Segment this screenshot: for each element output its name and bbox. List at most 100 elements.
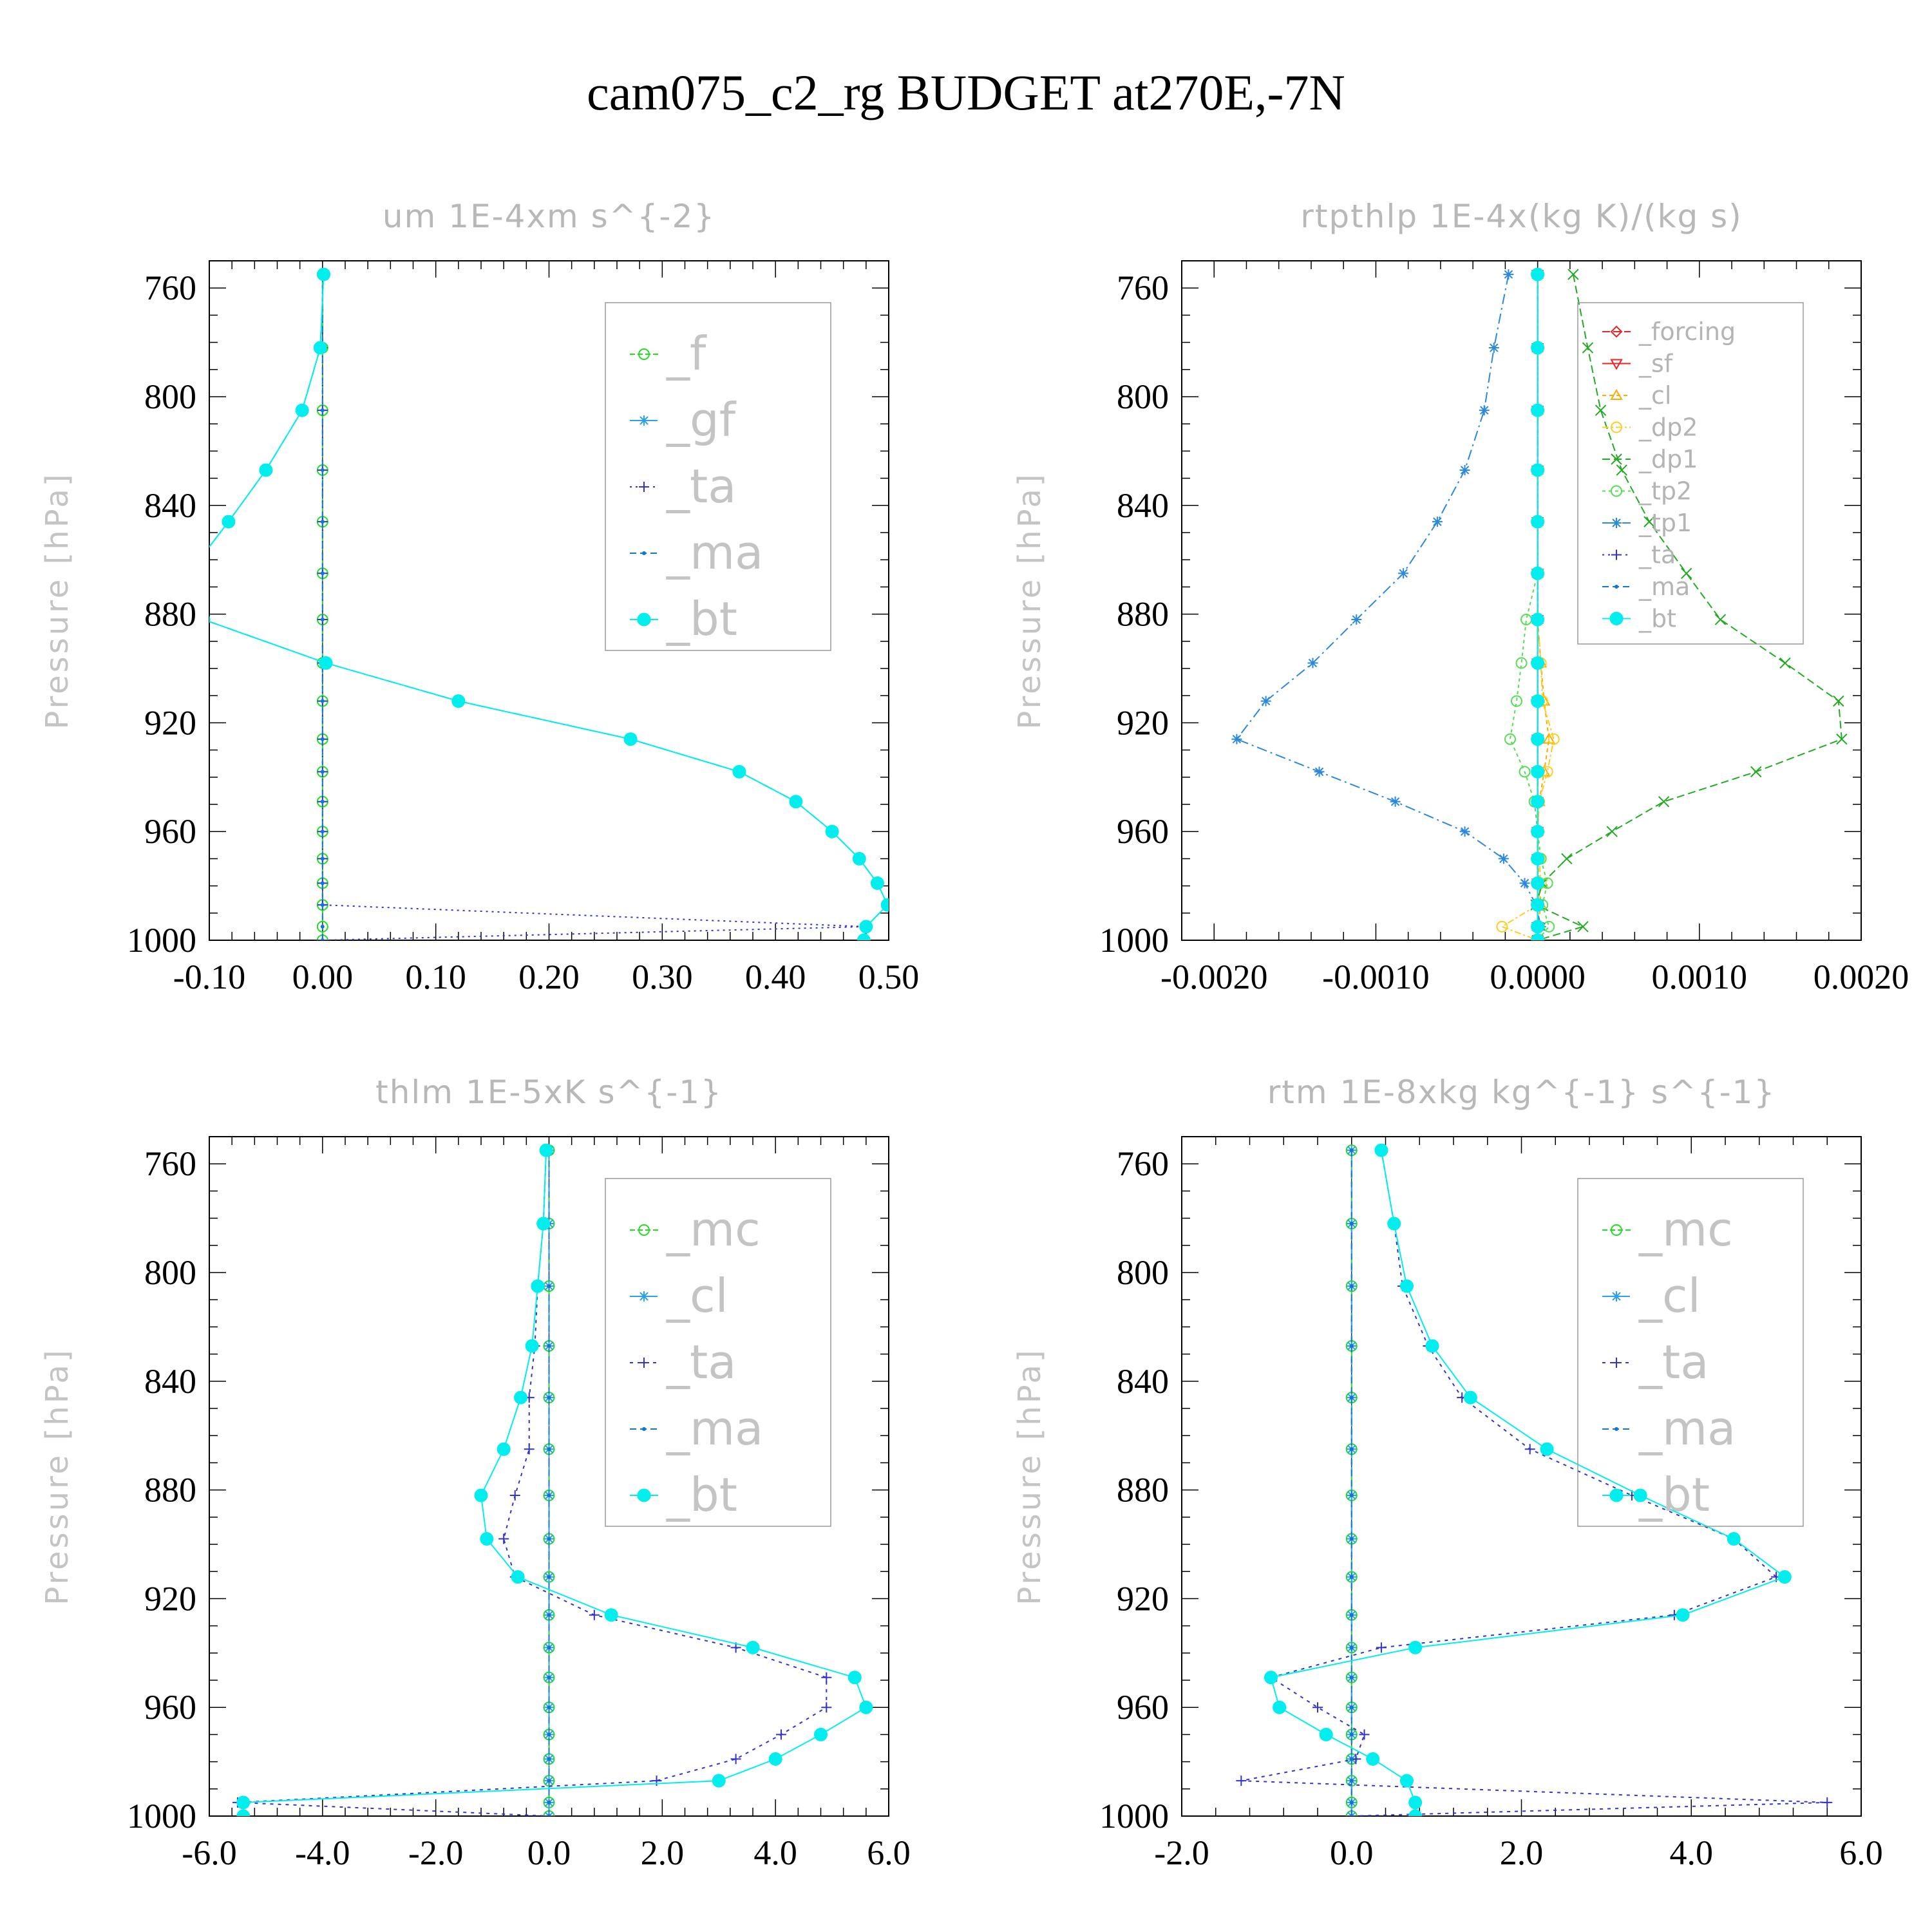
data-point-bt <box>1531 656 1545 670</box>
y-tick-label: 920 <box>144 703 196 742</box>
y-tick-label: 1000 <box>1099 1797 1169 1835</box>
data-point-dp1 <box>1561 853 1573 865</box>
panel-title: um 1E-4xm s^{-2} <box>383 198 715 235</box>
data-point-bt <box>319 656 333 670</box>
data-point-tp1 <box>1398 568 1409 579</box>
data-point-bt <box>1366 1752 1380 1766</box>
y-axis-label: Pressure [hPa] <box>39 1347 75 1605</box>
legend-marker <box>1610 388 1623 400</box>
legend-label-mc: _mc <box>1638 1202 1733 1256</box>
data-point-tp2 <box>1510 695 1522 707</box>
data-point-gf <box>184 568 194 578</box>
data-point-ma <box>320 829 325 834</box>
data-point-bt <box>1777 1570 1792 1584</box>
data-point-ma <box>547 1757 551 1761</box>
legend-marker <box>1611 1291 1622 1302</box>
data-point-dp2 <box>1496 920 1508 933</box>
plot-frame <box>1181 260 1862 941</box>
data-point-ta <box>589 1609 600 1620</box>
y-tick-label: 1000 <box>127 921 196 960</box>
data-point-tp1 <box>1260 696 1271 706</box>
data-point-ta <box>1312 1702 1323 1713</box>
x-tick-label: 0.30 <box>632 958 693 996</box>
data-point-bt <box>1531 403 1545 417</box>
y-tick-label: 920 <box>144 1579 196 1618</box>
data-point-ma <box>320 408 325 413</box>
legend: _mc _cl _ta _ma _bt <box>1577 1178 1804 1527</box>
data-point-bt <box>1531 463 1545 477</box>
x-tick-label: -0.0010 <box>1322 958 1429 996</box>
data-point-ma <box>320 881 325 886</box>
chart-panel-3: thlm 1E-5xK s^{-1} Pressure [hPa] 760 800 84… <box>39 1074 911 1872</box>
data-point-dp1 <box>1658 796 1670 808</box>
data-point-bt <box>1531 515 1545 529</box>
data-point-bt <box>1399 1279 1414 1293</box>
legend-box <box>605 302 831 651</box>
x-tick-label: 4.0 <box>753 1833 797 1872</box>
data-point-ma <box>1349 1148 1354 1153</box>
data-point-bt <box>1531 795 1545 809</box>
legend-marker <box>642 551 646 555</box>
y-tick-label: 760 <box>1117 269 1169 307</box>
x-tick-label: 0.0 <box>527 1833 571 1872</box>
data-point-ta <box>524 1444 535 1455</box>
y-tick-label: 880 <box>1117 1471 1169 1510</box>
data-point-ta <box>1822 1797 1833 1808</box>
data-point-ma <box>1349 1645 1354 1650</box>
chart-panel-4: rtm 1E-8xkg kg^{-1} s^{-1} Pressure [hPa]… <box>1012 1074 1883 1872</box>
y-axis-label: Pressure [hPa] <box>1012 1347 1048 1605</box>
legend-marker <box>638 1224 650 1236</box>
data-point-bt <box>1531 764 1545 779</box>
x-tick-label: -4.0 <box>295 1833 350 1872</box>
legend-label-dp2: _dp2 <box>1638 413 1698 442</box>
data-point-ma <box>547 1814 551 1816</box>
data-point-ma <box>547 1447 551 1452</box>
data-point-tp1 <box>1231 734 1242 744</box>
x-tick-label: 0.00 <box>292 958 354 996</box>
data-point-tp1 <box>1314 766 1325 777</box>
data-point-bt <box>1531 851 1545 866</box>
data-point-tp2 <box>1504 733 1516 745</box>
legend-label-tp2: _tp2 <box>1638 477 1692 506</box>
data-point-tp1 <box>1479 405 1490 416</box>
data-point-bt <box>814 1727 828 1741</box>
data-point-ma <box>320 571 325 576</box>
data-point-ma <box>320 520 325 524</box>
data-point-ma <box>320 938 325 940</box>
data-point-bt <box>236 1809 251 1816</box>
data-point-bt <box>604 1608 618 1622</box>
data-point-ta <box>1524 1444 1535 1455</box>
data-point-ma <box>547 1284 551 1289</box>
legend: _mc _cl _ta _ma _bt <box>605 1178 831 1527</box>
data-point-bt <box>1264 1671 1278 1685</box>
data-point-bt <box>1273 1700 1287 1714</box>
data-point-bt <box>511 1570 525 1584</box>
data-point-ma <box>320 799 325 804</box>
y-tick-label: 1000 <box>127 1797 196 1835</box>
data-point-dp1 <box>1577 921 1589 933</box>
x-tick-label: 0.50 <box>858 958 920 996</box>
y-tick-label: 920 <box>1117 1579 1169 1618</box>
data-point-dp1 <box>1616 464 1627 476</box>
legend-marker <box>638 348 650 360</box>
data-point-ma <box>547 1779 551 1783</box>
x-tick-label: 2.0 <box>1500 1833 1544 1872</box>
data-point-bt <box>1387 1217 1401 1231</box>
y-tick-label: 840 <box>1117 1362 1169 1401</box>
legend-marker <box>1615 585 1618 589</box>
y-tick-label: 800 <box>1117 377 1169 416</box>
y-tick-label: 960 <box>1117 812 1169 851</box>
legend-label-gf: _gf <box>666 393 737 447</box>
series-line-ta <box>237 1150 828 1816</box>
data-point-bt <box>1676 1608 1690 1622</box>
data-point-bt <box>825 824 839 838</box>
data-point-bt <box>1531 566 1545 580</box>
legend-label-cl: _cl <box>1638 1269 1701 1323</box>
data-point-ma <box>320 618 325 622</box>
legend-label-bt: _bt <box>1638 605 1676 633</box>
legend: _f _gf _ta _ma _bt <box>605 302 831 651</box>
legend-label-cl: _cl <box>1638 381 1671 410</box>
data-point-dp1 <box>1595 404 1607 416</box>
legend-label-sf: _sf <box>1638 350 1674 378</box>
legend-label-dp1: _dp1 <box>1638 445 1698 473</box>
